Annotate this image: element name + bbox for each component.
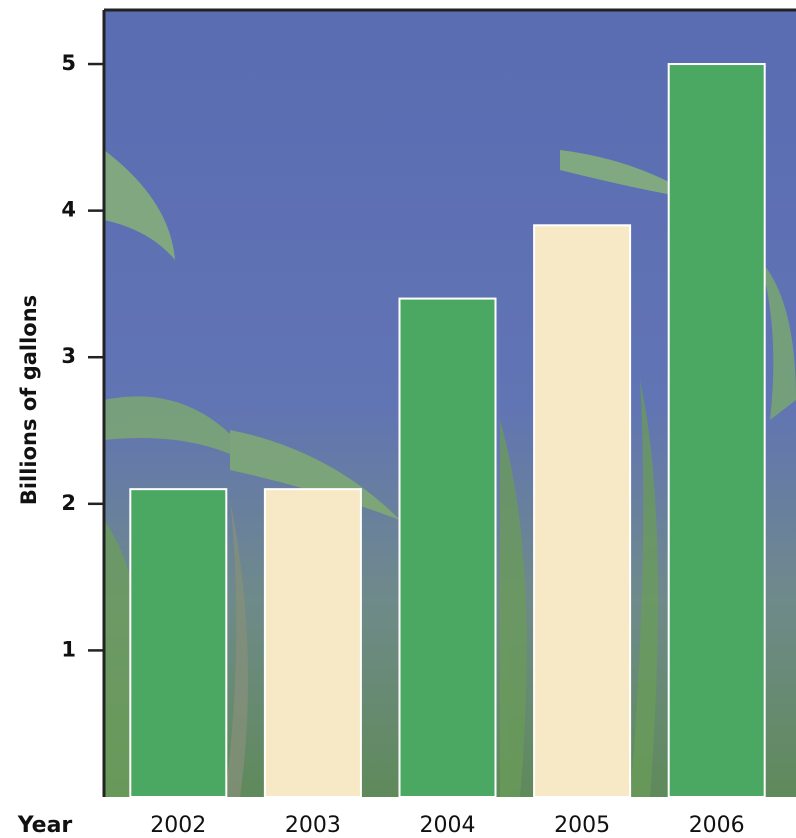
y-axis-label: Billions of gallons	[17, 295, 41, 505]
bar	[669, 64, 765, 797]
x-tick-label: 2002	[150, 813, 206, 838]
x-tick-label: 2004	[420, 813, 476, 838]
y-tick-label: 4	[61, 198, 76, 222]
x-tick-label: 2003	[285, 813, 341, 838]
y-tick-label: 1	[61, 637, 76, 661]
chart: Billions of gallons Year 1 2 3 4 5 2002 2003 20…	[0, 0, 796, 838]
x-tick-label: 2006	[689, 813, 745, 838]
bar	[400, 299, 496, 797]
x-tick-label: 2005	[554, 813, 610, 838]
bar	[534, 225, 630, 797]
y-tick-label: 2	[61, 491, 76, 515]
bar	[130, 489, 226, 797]
x-axis-label: Year	[17, 813, 73, 838]
y-tick-label: 5	[61, 51, 76, 75]
bar	[265, 489, 361, 797]
y-tick-label: 3	[61, 344, 76, 368]
